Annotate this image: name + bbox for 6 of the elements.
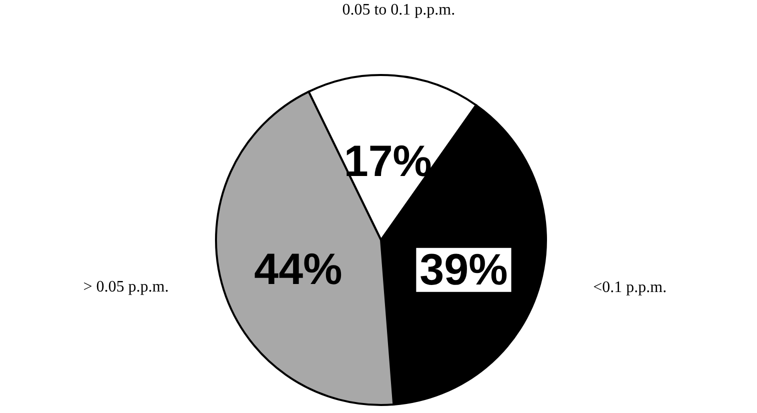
data-label: 17% — [344, 137, 432, 186]
slice-label: > 0.05 p.p.m. — [83, 278, 169, 296]
slice-label: 0.05 to 0.1 p.p.m. — [342, 1, 456, 18]
data-label: 39% — [420, 245, 508, 294]
data-label: 44% — [254, 245, 342, 294]
slice-label: <0.1 p.p.m. — [593, 279, 667, 296]
